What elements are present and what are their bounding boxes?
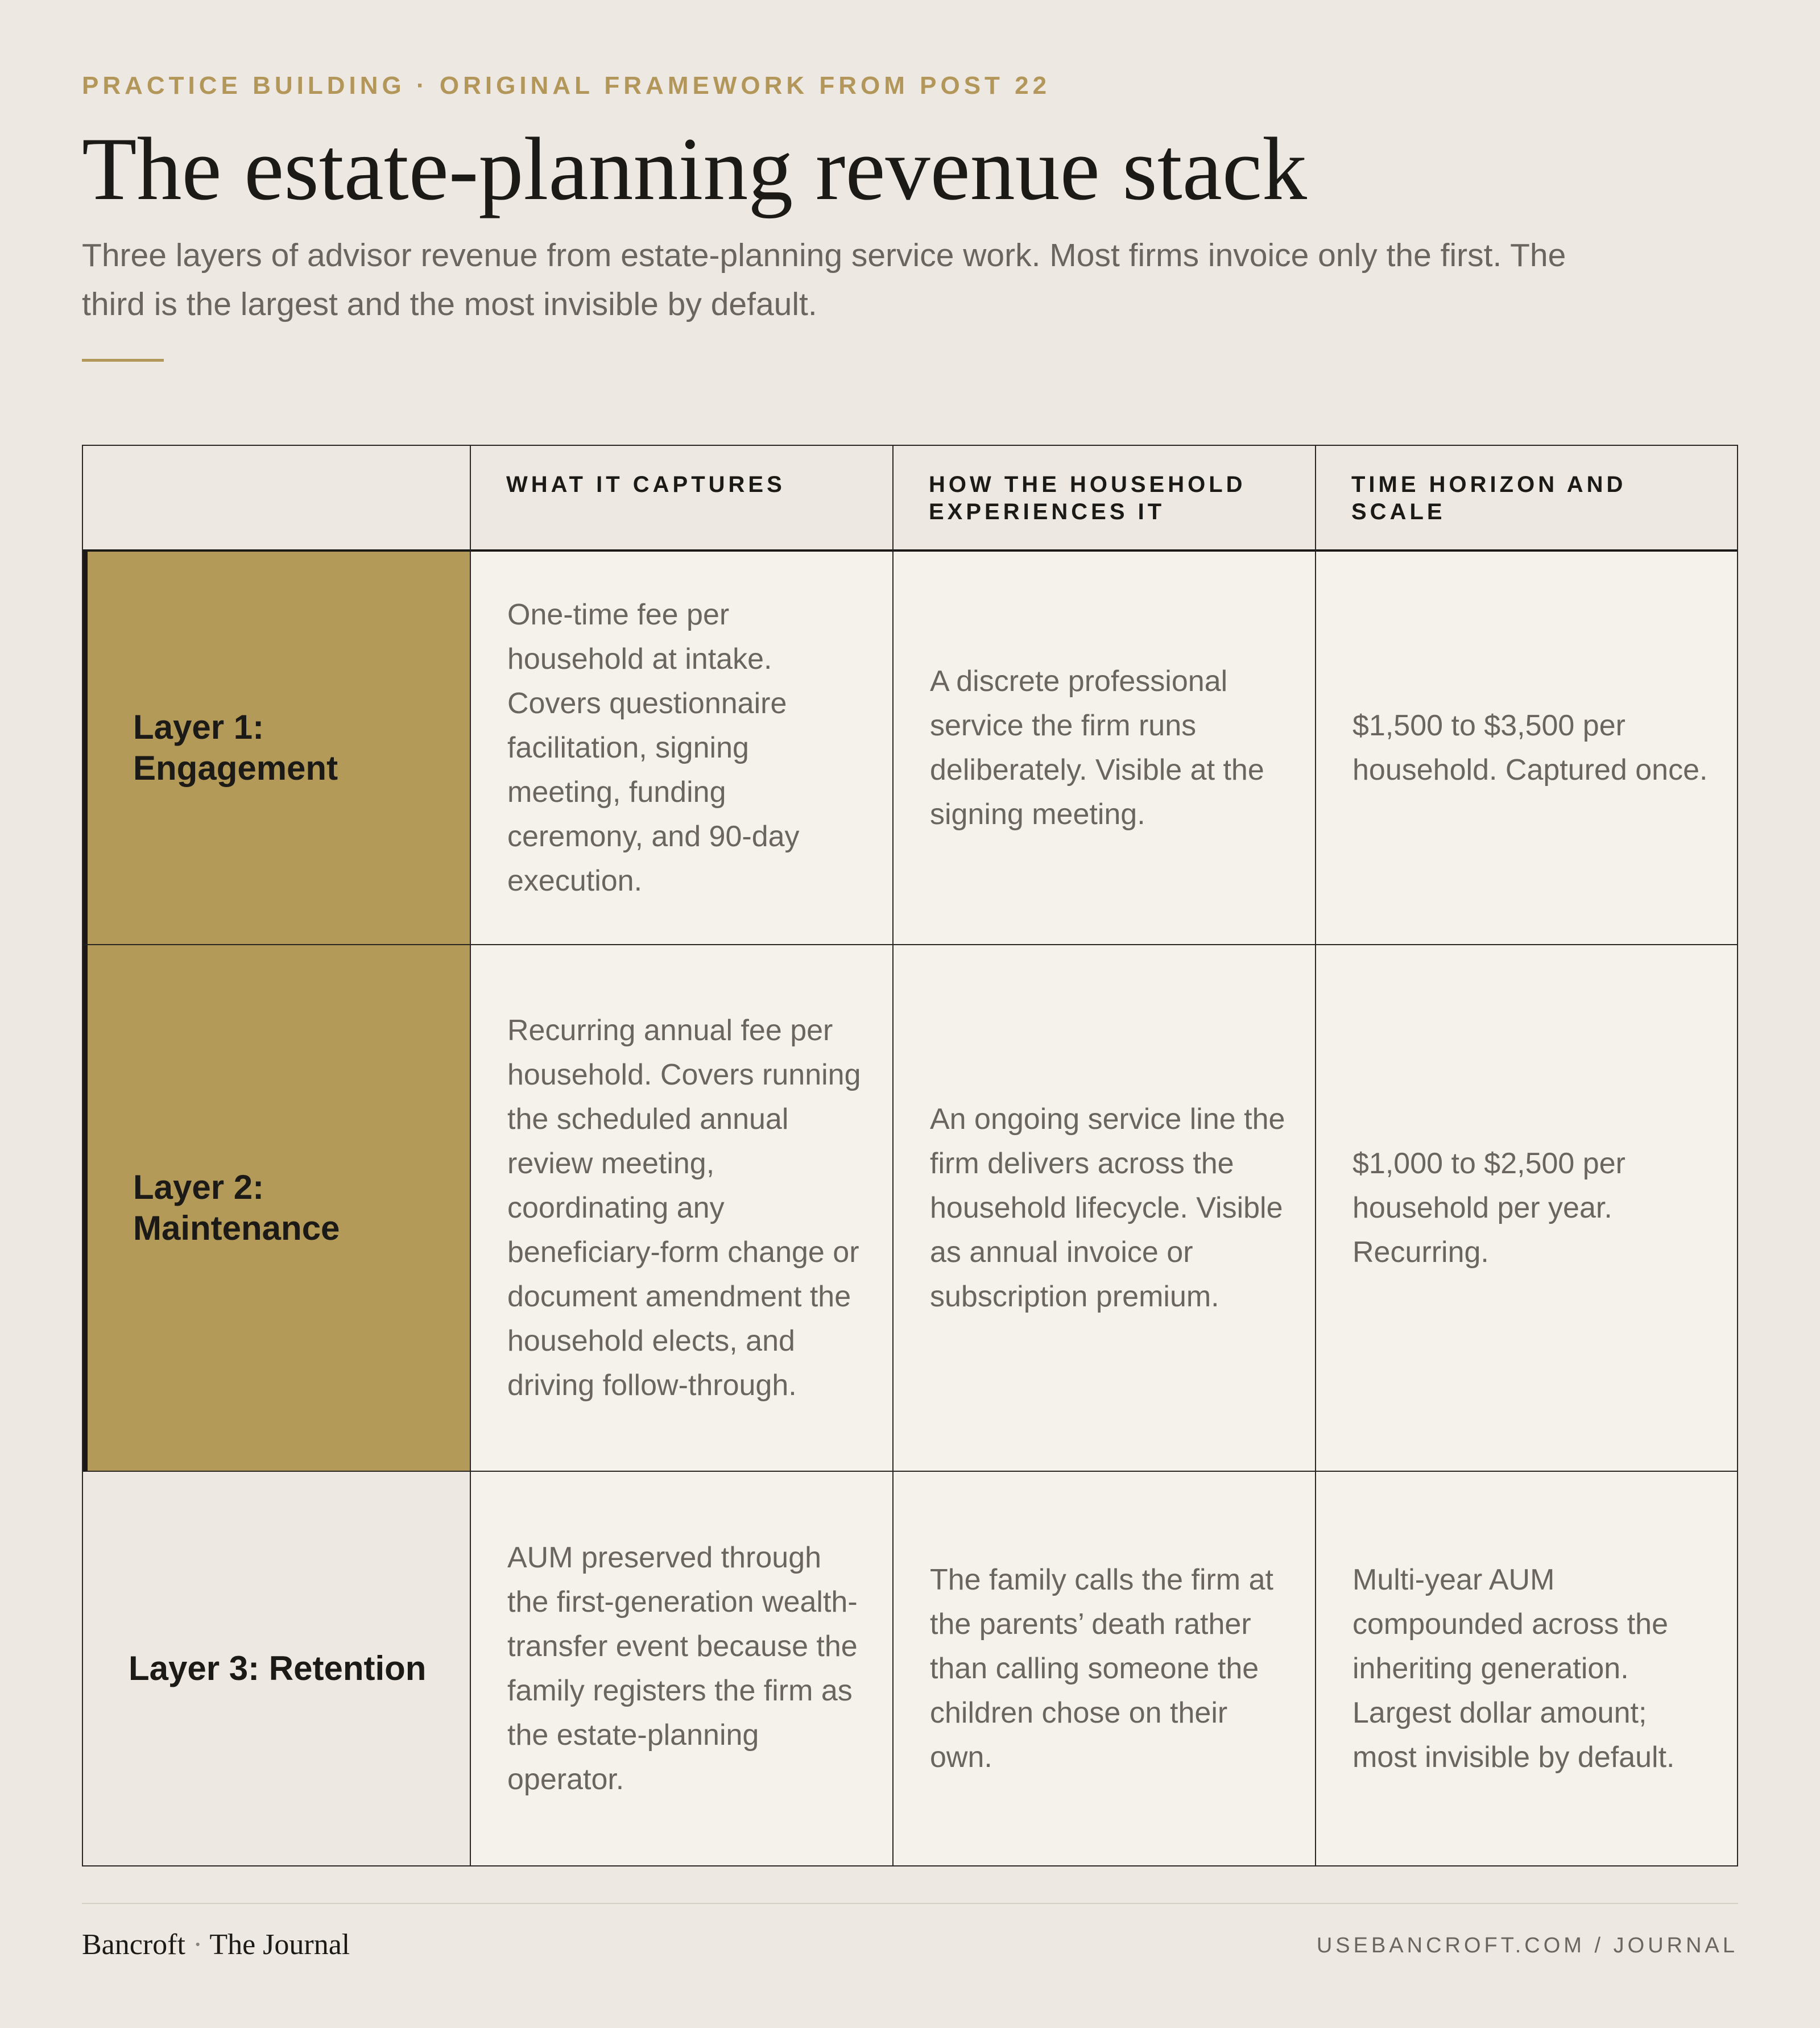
eyebrow: PRACTICE BUILDING · ORIGINAL FRAMEWORK F…	[82, 72, 1051, 100]
table-cell: Multi-year AUM compounded across the inh…	[1316, 1472, 1737, 1865]
footer-site-link[interactable]: USEBANCROFT.COM / JOURNAL	[1316, 1934, 1738, 1957]
column-header-captures-label: WHAT IT CAPTURES	[506, 472, 785, 497]
page-subtitle: Three layers of advisor revenue from est…	[82, 237, 1566, 322]
layer-1-horizon: $1,500 to $3,500 per household. Captured…	[1352, 709, 1708, 787]
layer-3-experience: The family calls the firm at the parents…	[930, 1563, 1273, 1774]
table-cell: $1,500 to $3,500 per household. Captured…	[1316, 552, 1737, 945]
table-cell: The family calls the firm at the parents…	[894, 1472, 1316, 1865]
accent-rule	[82, 359, 164, 362]
column-header-experience: HOW THE HOUSEHOLD EXPERIENCES IT	[894, 446, 1316, 552]
layer-2-horizon: $1,000 to $2,500 per household per year.…	[1352, 1147, 1625, 1269]
brand-separator: ·	[192, 1928, 203, 1961]
revenue-stack-table: WHAT IT CAPTURES HOW THE HOUSEHOLD EXPER…	[82, 445, 1738, 1866]
table-corner-header	[83, 446, 471, 552]
layer-2-experience: An ongoing service line the firm deliver…	[930, 1103, 1285, 1313]
brand-name: Bancroft	[82, 1928, 185, 1961]
brand-suffix: The Journal	[209, 1928, 350, 1961]
footer-brand: Bancroft · The Journal	[82, 1928, 350, 1961]
layer-1-label: Layer 1: Engagement	[133, 708, 338, 787]
column-header-horizon-label: TIME HORIZON AND SCALE	[1351, 472, 1627, 524]
table-cell: An ongoing service line the firm deliver…	[894, 945, 1316, 1472]
row-header-layer-2: Layer 2: Maintenance	[83, 945, 471, 1472]
footer-divider	[82, 1903, 1738, 1904]
row-header-layer-3: Layer 3: Retention	[83, 1472, 471, 1865]
layer-2-captures: Recurring annual fee per household. Cove…	[507, 1014, 861, 1402]
layer-2-label: Layer 2: Maintenance	[133, 1168, 340, 1247]
table-cell: AUM preserved through the first-generati…	[471, 1472, 894, 1865]
layer-1-experience: A discrete professional service the firm…	[930, 665, 1264, 831]
row-header-layer-1: Layer 1: Engagement	[83, 552, 471, 945]
layer-3-label: Layer 3: Retention	[129, 1649, 427, 1687]
table-cell: A discrete professional service the firm…	[894, 552, 1316, 945]
table-cell: Recurring annual fee per household. Cove…	[471, 945, 894, 1472]
column-header-horizon: TIME HORIZON AND SCALE	[1316, 446, 1737, 552]
column-header-experience-label: HOW THE HOUSEHOLD EXPERIENCES IT	[929, 472, 1246, 524]
layer-1-captures: One-time fee per household at intake. Co…	[507, 598, 800, 897]
table-cell: One-time fee per household at intake. Co…	[471, 552, 894, 945]
table-cell: $1,000 to $2,500 per household per year.…	[1316, 945, 1737, 1472]
layer-3-captures: AUM preserved through the first-generati…	[507, 1541, 858, 1796]
column-header-captures: WHAT IT CAPTURES	[471, 446, 894, 552]
layer-3-horizon: Multi-year AUM compounded across the inh…	[1352, 1563, 1675, 1774]
page-title: The estate-planning revenue stack	[82, 119, 1307, 219]
